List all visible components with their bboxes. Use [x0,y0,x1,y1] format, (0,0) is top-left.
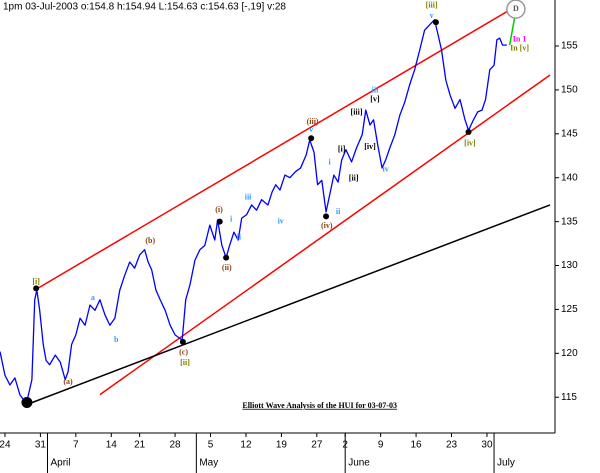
wave-label: (i) [215,205,223,214]
x-tick-label: 14 [106,440,118,451]
chart-title: Elliott Wave Analysis of the HUI for 03-… [242,401,397,410]
y-tick-label: 125 [561,304,578,315]
wave-label: [iii] [426,0,438,9]
wave-label: D [513,4,519,13]
y-tick-label: 130 [561,260,578,271]
wave-label: [i] [338,144,346,153]
x-tick-label: 31 [35,440,47,451]
x-tick-label: 9 [378,440,384,451]
wave-label: (iii) [307,117,319,126]
pivot [179,338,186,345]
month-label: July [497,458,515,469]
x-tick-label: 24 [0,440,11,451]
wave-label: In 1 [513,35,527,44]
x-tick-label: 5 [208,440,214,451]
wave-label: (ii) [222,263,232,272]
x-tick-label: 21 [134,440,146,451]
x-tick-label: 19 [276,440,288,451]
y-tick-label: 155 [561,41,578,52]
wave-label: i [328,158,331,167]
wave-label: In [v] [510,43,529,52]
wave-label: a [91,293,95,302]
y-tick-label: 115 [561,392,577,403]
x-tick-label: 12 [240,440,252,451]
pivot [432,19,439,26]
wave-label: iv [382,165,388,174]
label-circle [506,0,526,19]
wave-label: ii [237,232,242,241]
wave-label: [iii] [351,108,363,117]
wave-label: b [114,335,119,344]
wave-label: [iv] [464,138,476,147]
pivot [33,285,40,292]
x-tick-label: 30 [481,440,493,451]
wave-label: iii [245,193,252,202]
x-tick-label: 16 [411,440,423,451]
wave-label: ii [336,207,341,216]
y-tick-label: 150 [561,85,578,96]
wave-label: v [309,125,313,134]
x-tick-label: 28 [170,440,182,451]
wave-label: (a) [63,377,73,386]
trend-line [27,204,551,405]
trend-line [508,17,516,46]
month-label: April [50,458,70,469]
x-tick-label: 27 [311,440,323,451]
trend-line [34,9,511,291]
plot: [i](a)ab(b)(c)[ii](i)(ii)iiiiiiivv(iii)(… [0,0,551,413]
pivot [216,218,223,225]
wave-label: iii [372,86,379,95]
price-line [0,19,507,403]
wave-label: [ii] [180,358,190,367]
y-tick-label: 140 [561,172,578,183]
pivot [21,396,33,408]
month-label: June [348,458,370,469]
pivot [465,129,472,136]
pivot [323,213,330,220]
y-tick-label: 120 [561,348,578,359]
pivot [223,254,230,261]
wave-label: [iv] [364,142,376,151]
wave-label: iv [278,216,284,225]
wave-label: [v] [370,94,380,103]
wave-label: (iv) [321,221,333,230]
y-tick-label: 145 [561,128,578,139]
month-label: May [199,458,218,469]
wave-label: (b) [145,236,155,245]
y-tick-label: 135 [561,216,578,227]
pivot [308,135,315,142]
wave-label: [ii] [349,173,359,182]
wave-label: v [430,11,434,20]
title-background [229,400,410,413]
trend-line [99,74,551,396]
x-tick-label: 23 [446,440,458,451]
wave-label: i [230,215,233,224]
wave-label: (c) [179,347,188,356]
wave-label: [i] [32,277,40,286]
x-tick-label: 7 [73,440,79,451]
header: 1pm 03-Jul-2003 o:154.8 h:154.94 L:154.6… [3,2,286,13]
